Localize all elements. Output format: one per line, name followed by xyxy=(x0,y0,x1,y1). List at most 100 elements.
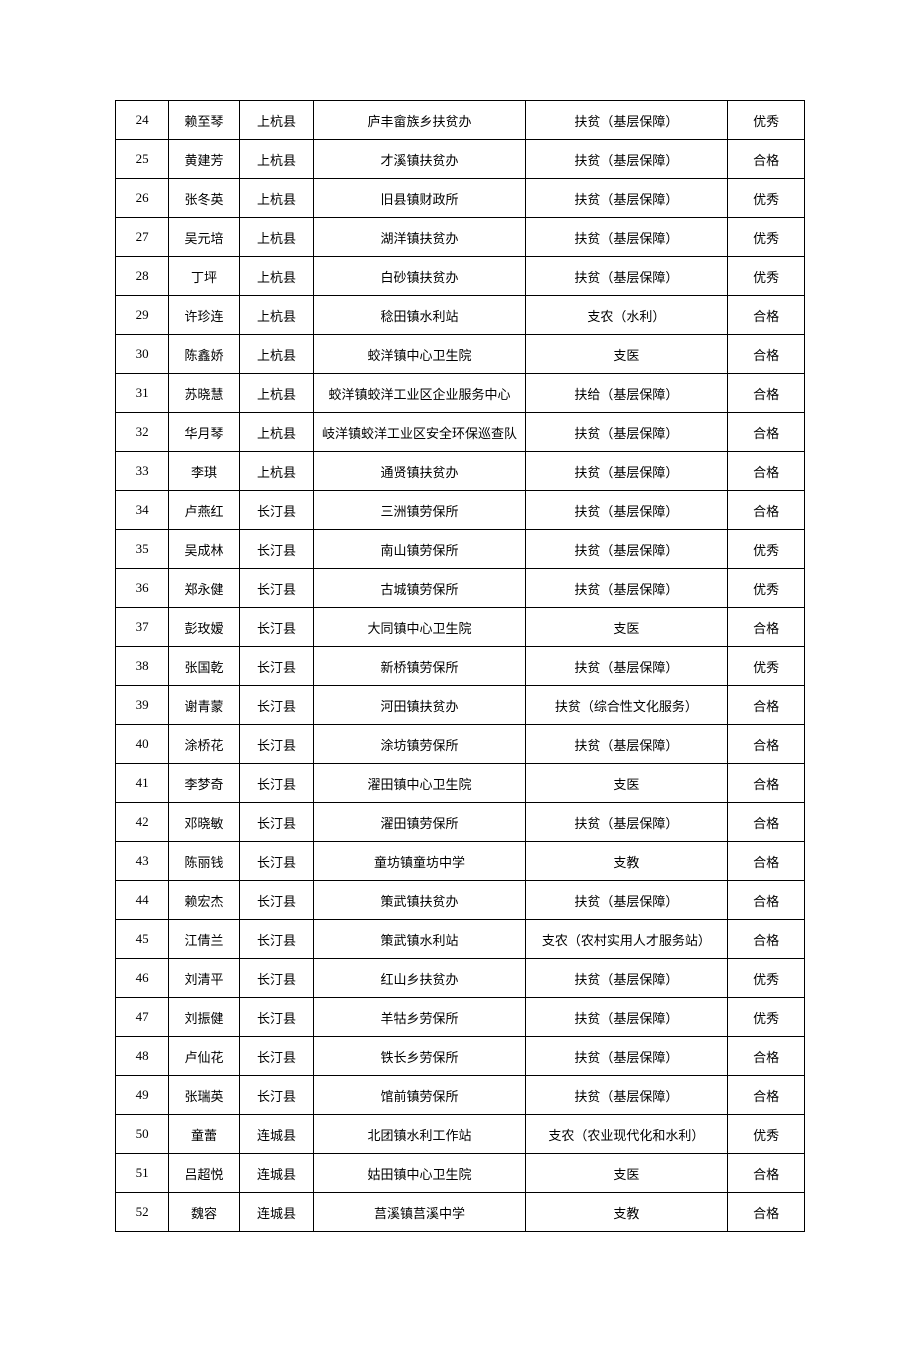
table-cell: 合格 xyxy=(728,686,805,725)
table-cell: 合格 xyxy=(728,1193,805,1232)
table-row: 37彭玫嫒长汀县大同镇中心卫生院支医合格 xyxy=(116,608,805,647)
table-cell: 扶贫（基层保障） xyxy=(525,647,728,686)
table-cell: 支医 xyxy=(525,1154,728,1193)
table-cell: 合格 xyxy=(728,1076,805,1115)
table-row: 32华月琴上杭县岐洋镇蛟洋工业区安全环保巡查队扶贫（基层保障）合格 xyxy=(116,413,805,452)
table-row: 33李琪上杭县通贤镇扶贫办扶贫（基层保障）合格 xyxy=(116,452,805,491)
table-row: 41李梦奇长汀县濯田镇中心卫生院支医合格 xyxy=(116,764,805,803)
table-cell: 濯田镇劳保所 xyxy=(314,803,525,842)
table-cell: 42 xyxy=(116,803,169,842)
table-cell: 涂桥花 xyxy=(169,725,239,764)
table-row: 48卢仙花长汀县铁长乡劳保所扶贫（基层保障）合格 xyxy=(116,1037,805,1076)
table-cell: 童蕾 xyxy=(169,1115,239,1154)
table-cell: 北团镇水利工作站 xyxy=(314,1115,525,1154)
table-cell: 魏容 xyxy=(169,1193,239,1232)
table-cell: 扶贫（基层保障） xyxy=(525,179,728,218)
table-cell: 蛟洋镇蛟洋工业区企业服务中心 xyxy=(314,374,525,413)
table-cell: 扶贫（基层保障） xyxy=(525,1076,728,1115)
table-cell: 白砂镇扶贫办 xyxy=(314,257,525,296)
table-cell: 长汀县 xyxy=(239,1037,314,1076)
table-cell: 上杭县 xyxy=(239,452,314,491)
table-cell: 34 xyxy=(116,491,169,530)
table-row: 30陈鑫娇上杭县蛟洋镇中心卫生院支医合格 xyxy=(116,335,805,374)
table-cell: 上杭县 xyxy=(239,101,314,140)
table-cell: 吴成林 xyxy=(169,530,239,569)
table-cell: 扶贫（基层保障） xyxy=(525,530,728,569)
table-row: 45江倩兰长汀县策武镇水利站支农（农村实用人才服务站）合格 xyxy=(116,920,805,959)
table-cell: 上杭县 xyxy=(239,218,314,257)
table-cell: 长汀县 xyxy=(239,647,314,686)
table-cell: 姑田镇中心卫生院 xyxy=(314,1154,525,1193)
table-cell: 41 xyxy=(116,764,169,803)
table-cell: 支农（水利） xyxy=(525,296,728,335)
table-cell: 扶贫（基层保障） xyxy=(525,959,728,998)
table-cell: 长汀县 xyxy=(239,920,314,959)
table-cell: 支医 xyxy=(525,764,728,803)
table-cell: 合格 xyxy=(728,920,805,959)
table-cell: 51 xyxy=(116,1154,169,1193)
table-cell: 扶贫（基层保障） xyxy=(525,725,728,764)
table-cell: 陈鑫娇 xyxy=(169,335,239,374)
table-cell: 陈丽钱 xyxy=(169,842,239,881)
table-body: 24赖至琴上杭县庐丰畲族乡扶贫办扶贫（基层保障）优秀25黄建芳上杭县才溪镇扶贫办… xyxy=(116,101,805,1232)
table-cell: 优秀 xyxy=(728,101,805,140)
table-cell: 南山镇劳保所 xyxy=(314,530,525,569)
table-cell: 优秀 xyxy=(728,569,805,608)
table-cell: 31 xyxy=(116,374,169,413)
table-cell: 扶贫（基层保障） xyxy=(525,218,728,257)
table-cell: 合格 xyxy=(728,296,805,335)
table-cell: 24 xyxy=(116,101,169,140)
table-cell: 25 xyxy=(116,140,169,179)
table-cell: 李梦奇 xyxy=(169,764,239,803)
table-cell: 长汀县 xyxy=(239,725,314,764)
table-cell: 长汀县 xyxy=(239,842,314,881)
table-row: 29许珍连上杭县稔田镇水利站支农（水利）合格 xyxy=(116,296,805,335)
table-cell: 湖洋镇扶贫办 xyxy=(314,218,525,257)
table-cell: 28 xyxy=(116,257,169,296)
table-cell: 合格 xyxy=(728,725,805,764)
table-row: 42邓晓敏长汀县濯田镇劳保所扶贫（基层保障）合格 xyxy=(116,803,805,842)
table-cell: 长汀县 xyxy=(239,530,314,569)
table-cell: 优秀 xyxy=(728,218,805,257)
table-cell: 合格 xyxy=(728,491,805,530)
table-cell: 通贤镇扶贫办 xyxy=(314,452,525,491)
table-row: 39谢青蒙长汀县河田镇扶贫办扶贫（综合性文化服务）合格 xyxy=(116,686,805,725)
table-cell: 扶贫（综合性文化服务） xyxy=(525,686,728,725)
table-cell: 扶贫（基层保障） xyxy=(525,140,728,179)
table-cell: 吴元培 xyxy=(169,218,239,257)
table-cell: 大同镇中心卫生院 xyxy=(314,608,525,647)
table-cell: 李琪 xyxy=(169,452,239,491)
table-cell: 支农（农业现代化和水利） xyxy=(525,1115,728,1154)
table-cell: 旧县镇财政所 xyxy=(314,179,525,218)
table-cell: 上杭县 xyxy=(239,140,314,179)
table-cell: 扶贫（基层保障） xyxy=(525,569,728,608)
table-cell: 丁坪 xyxy=(169,257,239,296)
table-cell: 长汀县 xyxy=(239,1076,314,1115)
table-cell: 邓晓敏 xyxy=(169,803,239,842)
table-cell: 铁长乡劳保所 xyxy=(314,1037,525,1076)
table-row: 40涂桥花长汀县涂坊镇劳保所扶贫（基层保障）合格 xyxy=(116,725,805,764)
table-cell: 刘清平 xyxy=(169,959,239,998)
table-cell: 优秀 xyxy=(728,530,805,569)
table-cell: 郑永健 xyxy=(169,569,239,608)
table-cell: 优秀 xyxy=(728,998,805,1037)
table-cell: 涂坊镇劳保所 xyxy=(314,725,525,764)
table-cell: 扶贫（基层保障） xyxy=(525,101,728,140)
table-cell: 合格 xyxy=(728,1154,805,1193)
table-row: 52魏容连城县莒溪镇莒溪中学支教合格 xyxy=(116,1193,805,1232)
table-cell: 支教 xyxy=(525,1193,728,1232)
table-cell: 赖至琴 xyxy=(169,101,239,140)
table-cell: 羊牯乡劳保所 xyxy=(314,998,525,1037)
table-cell: 合格 xyxy=(728,1037,805,1076)
table-row: 44赖宏杰长汀县策武镇扶贫办扶贫（基层保障）合格 xyxy=(116,881,805,920)
table-cell: 张国乾 xyxy=(169,647,239,686)
table-cell: 30 xyxy=(116,335,169,374)
table-cell: 扶贫（基层保障） xyxy=(525,491,728,530)
table-cell: 扶贫（基层保障） xyxy=(525,257,728,296)
table-cell: 长汀县 xyxy=(239,998,314,1037)
table-cell: 扶贫（基层保障） xyxy=(525,1037,728,1076)
table-cell: 卢燕红 xyxy=(169,491,239,530)
table-cell: 27 xyxy=(116,218,169,257)
table-cell: 46 xyxy=(116,959,169,998)
table-cell: 三洲镇劳保所 xyxy=(314,491,525,530)
